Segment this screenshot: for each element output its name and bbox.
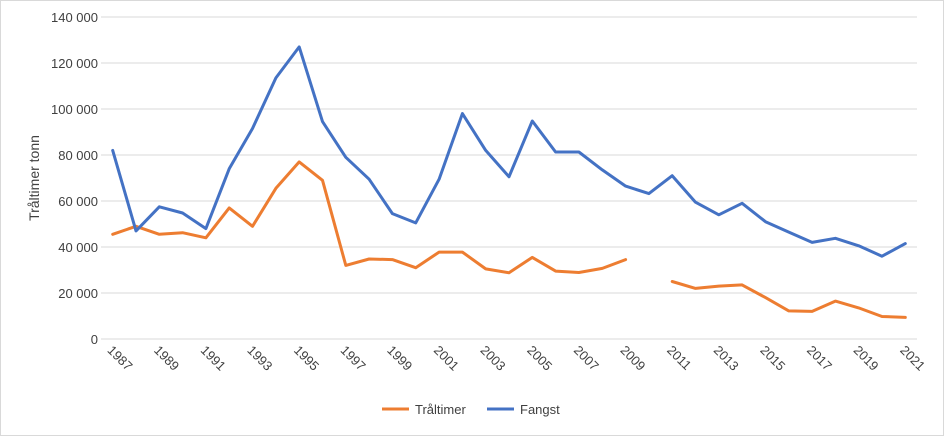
x-tick-label: 1993 <box>244 343 275 374</box>
y-tick-label: 140 000 <box>51 10 98 25</box>
series-line-fangst <box>111 45 907 258</box>
x-tick-label: 2001 <box>431 343 462 374</box>
y-tick-label: 100 000 <box>51 102 98 117</box>
x-tick-label: 2015 <box>757 343 788 374</box>
x-tick-label: 1995 <box>291 343 322 374</box>
y-tick-label: 80 000 <box>58 148 98 163</box>
x-tick-label: 1991 <box>198 343 229 374</box>
legend-label-fangst: Fangst <box>520 402 560 417</box>
y-axis-label: Tråltimer tonn <box>26 135 42 221</box>
y-tick-label: 60 000 <box>58 194 98 209</box>
x-tick-label: 1987 <box>105 343 136 374</box>
legend-label-traaltimer: Tråltimer <box>415 402 466 417</box>
x-tick-label: 1989 <box>151 343 182 374</box>
x-tick-labels: 1987 1989 1991 1993 1995 1997 1999 2001 2003 2005… <box>105 343 929 374</box>
x-tick-label: 2017 <box>804 343 835 374</box>
x-tick-label: 2003 <box>478 343 509 374</box>
x-tick-label: 1997 <box>338 343 369 374</box>
y-tick-labels: 0 20 000 40 000 60 000 80 000 100 000 120 000 1… <box>51 10 98 347</box>
y-tick-label: 20 000 <box>58 286 98 301</box>
x-tick-label: 1999 <box>384 343 415 374</box>
series-line-traaltimer <box>111 160 907 319</box>
x-tick-label: 2013 <box>711 343 742 374</box>
x-tick-label: 2009 <box>617 343 648 374</box>
y-tick-label: 0 <box>91 332 98 347</box>
y-tick-label: 40 000 <box>58 240 98 255</box>
y-tick-label: 120 000 <box>51 56 98 71</box>
x-tick-label: 2011 <box>664 343 694 373</box>
x-tick-label: 2019 <box>851 343 882 374</box>
x-tick-label: 2021 <box>897 343 928 374</box>
x-tick-label: 2005 <box>524 343 555 374</box>
x-tick-label: 2007 <box>571 343 602 374</box>
legend: Tråltimer Fangst <box>382 402 560 417</box>
series-lines <box>111 45 907 319</box>
